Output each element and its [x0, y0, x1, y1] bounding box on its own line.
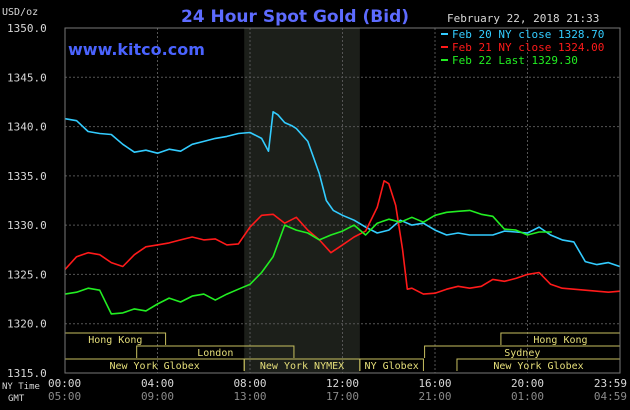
x-tick-label-gmt: 01:00 [511, 390, 544, 403]
x-tick-label-gmt: 05:00 [48, 390, 81, 403]
session-label: New York Globex [493, 361, 583, 372]
session-label: Sydney [504, 348, 540, 359]
x-tick-label-ny: 23:59 [594, 377, 627, 390]
x-tick-label-gmt: 09:00 [141, 390, 174, 403]
y-tick-label: 1340.0 [7, 121, 47, 134]
session-bar: NY Globex [359, 358, 424, 372]
y-tick-label: 1335.0 [7, 170, 47, 183]
gmt-row-label: GMT [8, 394, 25, 404]
y-tick-label: 1330.0 [7, 219, 47, 232]
session-label: NY Globex [365, 361, 419, 372]
y-tick-label: 1320.0 [7, 318, 47, 331]
nymex-shaded-area [244, 28, 360, 373]
x-tick-label-ny: 04:00 [141, 377, 174, 390]
session-bar-bracket [359, 358, 424, 371]
x-tick-label-ny: 16:00 [418, 377, 451, 390]
x-tick-label-gmt: 04:59 [594, 390, 627, 403]
chart-title: 24 Hour Spot Gold (Bid) [181, 7, 409, 27]
shaded-session-layer [244, 28, 360, 373]
chart-timestamp: February 22, 2018 21:33 [447, 12, 599, 25]
watermark-url: www.kitco.com [68, 40, 205, 59]
x-tick-label-gmt: 13:00 [233, 390, 266, 403]
session-label: London [197, 348, 233, 359]
ny-time-row-label: NY Time [2, 382, 40, 392]
y-axis-unit-label: USD/oz [2, 7, 38, 18]
legend-entry: Feb 20 NY close 1328.70 [452, 28, 604, 41]
series-line [64, 180, 620, 295]
x-tick-label-ny: 08:00 [233, 377, 266, 390]
plot-frame [64, 27, 621, 374]
legend-entry: Feb 21 NY close 1324.00 [452, 41, 604, 54]
legend-entry: Feb 22 Last 1329.30 [452, 54, 578, 67]
x-tick-label-ny: 00:00 [48, 377, 81, 390]
x-tick-label-ny: 20:00 [511, 377, 544, 390]
session-label: New York NYMEX [260, 361, 344, 372]
axes: 1315.0 1320.0 1325.0 1330.0 1335.0 1340.0 1345… [7, 22, 627, 403]
session-label: Hong Kong [88, 335, 142, 346]
series-lines [64, 111, 621, 315]
session-label: Hong Kong [533, 335, 587, 346]
y-tick-label: 1325.0 [7, 268, 47, 281]
x-tick-label-ny: 12:00 [326, 377, 359, 390]
y-tick-label: 1350.0 [7, 22, 47, 35]
x-tick-label-gmt: 17:00 [326, 390, 359, 403]
y-tick-label: 1345.0 [7, 71, 47, 84]
session-label: New York Globex [109, 361, 199, 372]
session-bar-bracket [136, 345, 295, 358]
x-tick-label-gmt: 21:00 [418, 390, 451, 403]
session-bar: London [136, 345, 295, 359]
series-line [64, 209, 552, 315]
y-tick-label: 1315.0 [7, 367, 47, 380]
session-bar: New York NYMEX [243, 358, 361, 372]
